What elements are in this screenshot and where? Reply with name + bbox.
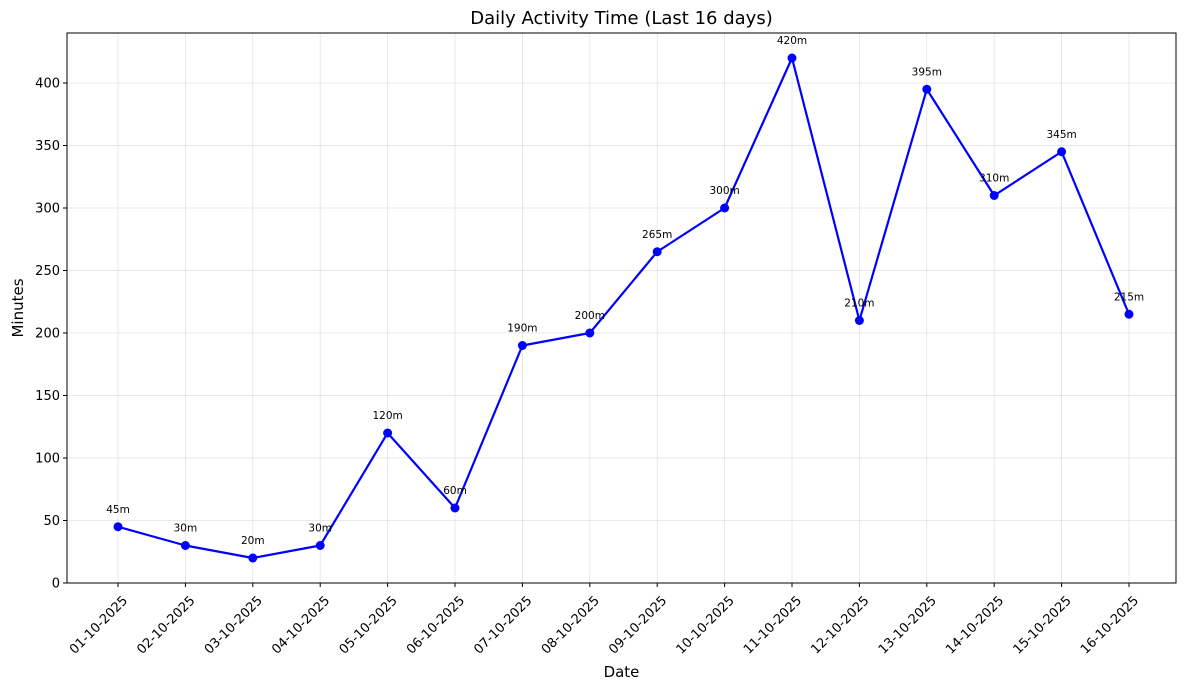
data-point	[787, 53, 797, 63]
data-point	[922, 84, 932, 94]
chart-title: Daily Activity Time (Last 16 days)	[470, 8, 772, 29]
y-tick-label: 250	[35, 264, 60, 279]
data-label: 30m	[308, 523, 332, 535]
data-point	[113, 522, 123, 532]
y-tick-label: 150	[35, 389, 60, 404]
data-label: 30m	[174, 523, 198, 535]
data-point	[1124, 309, 1134, 319]
x-tick-label: 13-10-2025	[876, 593, 940, 657]
data-point	[180, 541, 190, 550]
y-tick-label: 350	[35, 139, 60, 154]
data-label: 210m	[844, 298, 874, 310]
x-tick-label: 08-10-2025	[539, 593, 603, 657]
data-point	[989, 191, 999, 200]
x-axis-ticks: 01-10-2025 02-10-2025 03-10-2025 04-10-2025…	[67, 583, 1142, 657]
grid	[67, 33, 1176, 584]
x-tick-label: 02-10-2025	[134, 593, 198, 657]
x-tick-label: 06-10-2025	[404, 593, 468, 657]
data-point	[383, 428, 393, 438]
x-tick-label: 16-10-2025	[1078, 593, 1142, 657]
y-tick-label: 400	[35, 77, 60, 92]
data-label: 120m	[372, 410, 402, 422]
x-axis-label: Date	[604, 663, 640, 681]
data-label: 300m	[709, 185, 739, 197]
data-point	[450, 503, 460, 513]
data-point	[854, 316, 864, 325]
x-tick-label: 07-10-2025	[471, 593, 535, 657]
plot-frame	[66, 32, 1177, 584]
y-tick-label: 300	[35, 202, 60, 217]
y-axis-label: Minutes	[9, 278, 27, 337]
x-tick-label: 04-10-2025	[269, 593, 333, 657]
x-tick-label: 05-10-2025	[337, 593, 401, 657]
data-label: 215m	[1114, 291, 1144, 303]
data-label: 420m	[777, 35, 807, 47]
data-label: 45m	[106, 504, 130, 516]
y-tick-label: 100	[35, 452, 60, 467]
x-tick-label: 10-10-2025	[674, 593, 738, 657]
data-point	[517, 341, 527, 350]
x-tick-label: 09-10-2025	[606, 593, 670, 657]
data-label: 395m	[912, 66, 942, 78]
x-tick-label: 03-10-2025	[202, 593, 266, 657]
data-point	[720, 203, 730, 213]
data-label: 190m	[507, 323, 537, 335]
data-label: 265m	[642, 229, 672, 241]
data-point	[248, 553, 258, 563]
y-tick-label: 0	[52, 577, 60, 592]
x-tick-label: 11-10-2025	[741, 593, 805, 657]
y-tick-label: 50	[43, 514, 60, 529]
data-point	[315, 541, 325, 550]
data-label: 20m	[241, 535, 265, 547]
data-label: 60m	[443, 485, 467, 497]
data-label: 310m	[979, 173, 1009, 185]
y-tick-label: 200	[35, 327, 60, 342]
x-tick-label: 01-10-2025	[67, 593, 131, 657]
series	[113, 53, 1134, 563]
x-tick-label: 15-10-2025	[1011, 593, 1075, 657]
x-tick-label: 14-10-2025	[943, 593, 1007, 657]
data-point	[652, 247, 662, 257]
data-point	[1057, 147, 1067, 157]
data-point	[585, 328, 595, 338]
data-labels: 45m 30m 20m 30m 120m 60m 190m 200m 265m 300m 420m 2…	[106, 35, 1144, 547]
x-tick-label: 12-10-2025	[808, 593, 872, 657]
series-line	[117, 56, 1131, 560]
data-label: 345m	[1046, 129, 1076, 141]
y-axis-ticks: 0 50 100 150 200 250 300 350 400	[35, 77, 67, 592]
data-label: 200m	[575, 310, 605, 322]
